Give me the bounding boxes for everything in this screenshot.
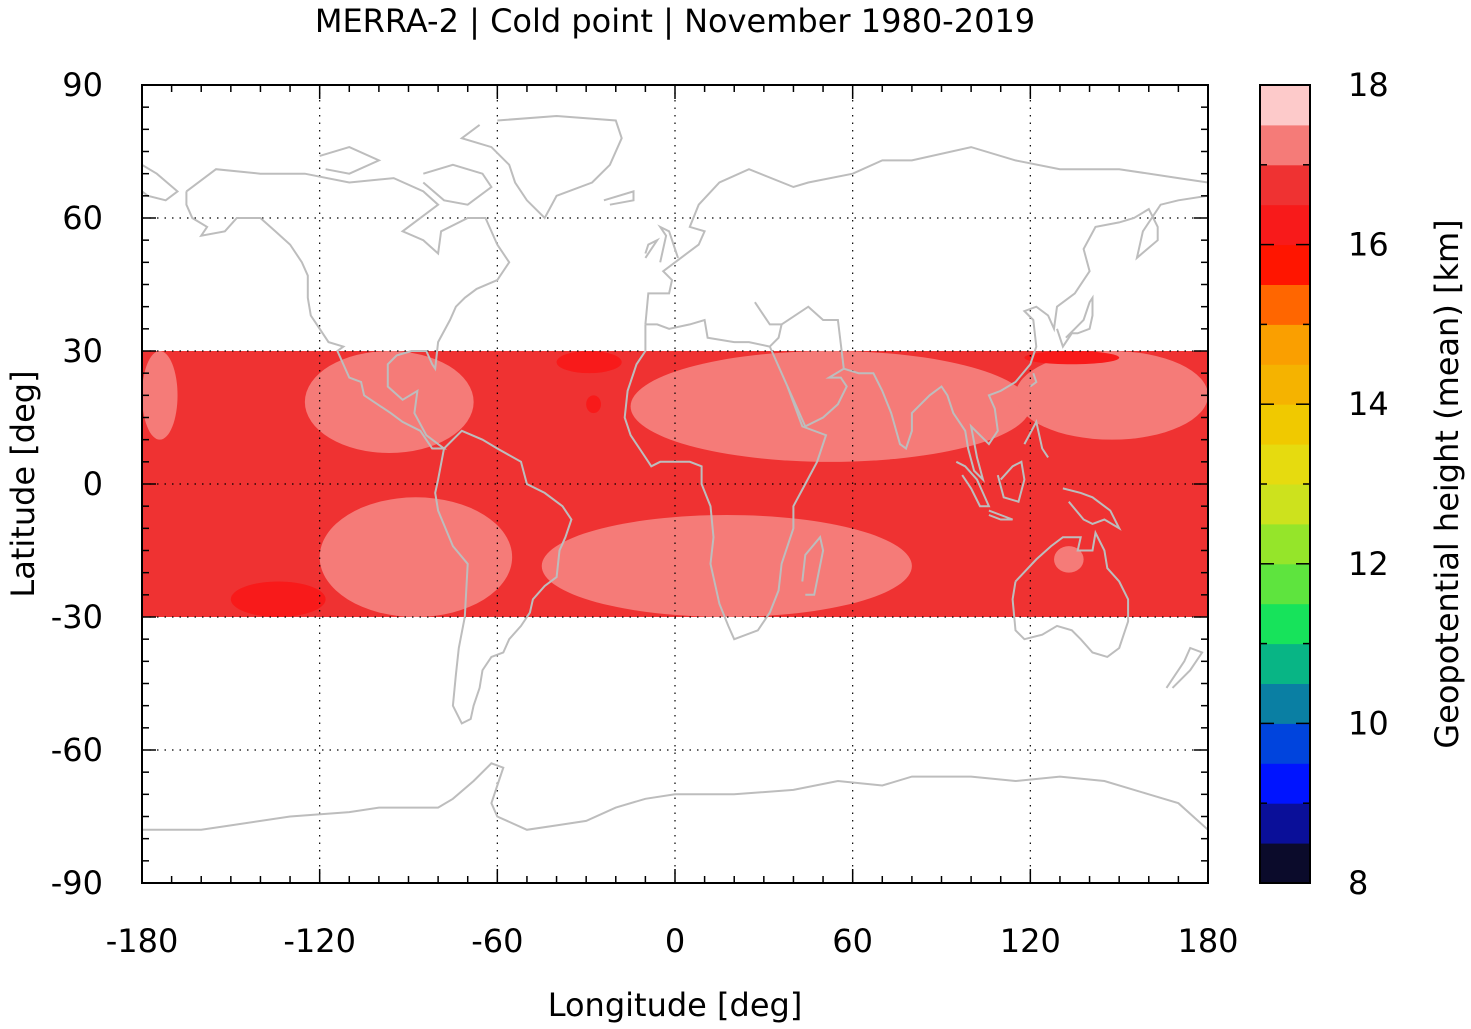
colorbar-level bbox=[1260, 444, 1310, 485]
colorbar-level bbox=[1260, 643, 1310, 684]
colorbar-level bbox=[1260, 85, 1310, 126]
coastline bbox=[657, 224, 679, 263]
heatmap-region bbox=[586, 395, 601, 414]
x-tick-label: -180 bbox=[106, 922, 179, 960]
colorbar-level bbox=[1260, 763, 1310, 804]
coastline bbox=[1029, 372, 1038, 388]
y-tick-label: -30 bbox=[51, 598, 103, 636]
x-tick-label: 180 bbox=[1177, 922, 1238, 960]
plot-area bbox=[141, 84, 1209, 884]
coastline bbox=[459, 114, 623, 220]
y-tick-label: 60 bbox=[62, 199, 103, 237]
colorbar-tick-label: 12 bbox=[1348, 545, 1389, 583]
heatmap-region bbox=[630, 351, 1031, 462]
colorbar-tick-labels: 8 10 12 14 16 18 bbox=[1348, 66, 1389, 902]
y-axis-title: Latitude [deg] bbox=[4, 370, 42, 597]
x-tick-label: -60 bbox=[471, 922, 523, 960]
coastline bbox=[142, 762, 1208, 831]
colorbar: 8 10 12 14 16 18 bbox=[1259, 66, 1389, 902]
x-tick-labels: -180 -120 -60 0 60 120 180 bbox=[106, 922, 1239, 960]
coastline bbox=[1023, 419, 1049, 458]
y-tick-label: 90 bbox=[62, 66, 103, 104]
coastline bbox=[1011, 529, 1130, 659]
colorbar-frame bbox=[1259, 84, 1311, 884]
coastline bbox=[1165, 646, 1204, 689]
coastline bbox=[843, 194, 1208, 483]
colorbar-level bbox=[1260, 164, 1310, 206]
chart-title: MERRA-2 | Cold point | November 1980-201… bbox=[315, 2, 1035, 40]
plot-frame bbox=[141, 84, 1209, 884]
colorbar-tick-label: 16 bbox=[1348, 226, 1389, 264]
coastline bbox=[801, 535, 825, 596]
heatmap-region bbox=[142, 351, 178, 440]
coastline bbox=[434, 429, 573, 725]
colorbar-tick-label: 14 bbox=[1348, 385, 1389, 423]
heatmap-region bbox=[304, 351, 474, 453]
colorbar-tick-label: 18 bbox=[1348, 66, 1389, 104]
colorbar-level bbox=[1260, 603, 1310, 645]
x-tick-label: 0 bbox=[665, 922, 685, 960]
y-tick-label: 30 bbox=[62, 332, 103, 370]
y-tick-label: -60 bbox=[51, 731, 103, 769]
coastline bbox=[988, 509, 1013, 521]
colorbar-ticks bbox=[1260, 84, 1310, 884]
coastline bbox=[644, 237, 661, 259]
coastline bbox=[422, 163, 493, 206]
coastline bbox=[603, 190, 635, 206]
y-tick-labels: 90 60 30 0 -30 -60 -90 bbox=[51, 66, 103, 902]
y-tick-label: -90 bbox=[51, 864, 103, 902]
x-tick-label: -120 bbox=[283, 922, 356, 960]
x-tick-label: 120 bbox=[1000, 922, 1061, 960]
heatmap-region bbox=[319, 497, 513, 617]
coastline bbox=[142, 163, 180, 202]
axis-ticks bbox=[141, 84, 1209, 884]
colorbar-level bbox=[1260, 124, 1310, 166]
heatmap-region bbox=[541, 515, 912, 617]
colorbar-level bbox=[1260, 244, 1310, 285]
colorbar-level bbox=[1260, 364, 1310, 405]
colorbar-level bbox=[1260, 284, 1310, 325]
coastline bbox=[623, 318, 828, 641]
x-tick-label: 60 bbox=[832, 922, 873, 960]
colorbar-level bbox=[1260, 523, 1310, 565]
heatmap-region bbox=[1024, 351, 1120, 365]
heatmap-region bbox=[556, 351, 622, 374]
colorbar-level bbox=[1260, 843, 1310, 884]
coastline bbox=[781, 305, 848, 428]
coastline bbox=[996, 460, 1026, 503]
coastlines bbox=[142, 114, 1208, 831]
heatmap-region bbox=[1015, 351, 1208, 440]
heatmap-region bbox=[230, 581, 326, 617]
colorbar-level bbox=[1260, 204, 1310, 246]
colorbar-tick-label: 10 bbox=[1348, 704, 1389, 742]
coastline bbox=[1062, 487, 1122, 531]
colorbar-level bbox=[1260, 404, 1310, 445]
colorbar-tick-label: 8 bbox=[1348, 864, 1368, 902]
colorbar-title: Geopotential height (mean) [km] bbox=[1428, 219, 1466, 748]
colorbar-level bbox=[1260, 484, 1310, 525]
colorbar-level bbox=[1260, 563, 1310, 605]
coastline bbox=[644, 146, 1208, 325]
colorbar-level bbox=[1260, 683, 1310, 724]
coastline bbox=[955, 460, 991, 508]
coastline bbox=[319, 146, 382, 175]
coastline bbox=[185, 168, 511, 450]
colorbar-level bbox=[1260, 803, 1310, 844]
colorbar-levels bbox=[1260, 85, 1310, 884]
grid bbox=[142, 85, 1208, 883]
colorbar-level bbox=[1260, 324, 1310, 365]
coastline bbox=[1056, 294, 1094, 349]
x-axis-title: Longitude [deg] bbox=[548, 986, 803, 1024]
colorbar-level bbox=[1260, 723, 1310, 764]
y-tick-label: 0 bbox=[83, 465, 103, 503]
heatmap-region bbox=[1054, 546, 1084, 573]
